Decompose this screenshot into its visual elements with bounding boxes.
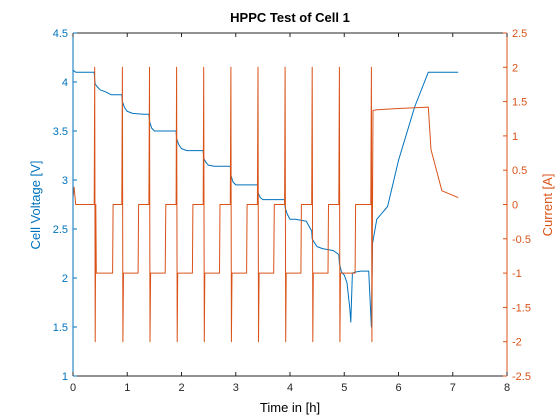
y-left-tick-label: 1.5 xyxy=(53,322,68,334)
y-right-axis-label: Current [A] xyxy=(540,174,555,237)
y-right-tick-label: 1 xyxy=(512,131,518,143)
y-right-tick-label: 2 xyxy=(512,62,518,74)
current-series-line xyxy=(72,66,459,343)
x-tick-label: 0 xyxy=(70,382,76,394)
y-left-tick-label: 4 xyxy=(62,77,68,89)
x-tick-label: 3 xyxy=(233,382,239,394)
x-axis-label: Time in [h] xyxy=(260,400,320,415)
y-left-tick-label: 3 xyxy=(62,175,68,187)
y-left-axis-label: Cell Voltage [V] xyxy=(28,161,43,250)
y-left-tick-label: 2.5 xyxy=(53,224,68,236)
y-left-tick-label: 4.5 xyxy=(53,28,68,40)
y-right-tick-label: -2.5 xyxy=(512,371,531,383)
x-tick-label: 4 xyxy=(287,382,293,394)
y-right-tick-label: -1.5 xyxy=(512,302,531,314)
y-right-tick-label: -0.5 xyxy=(512,234,531,246)
y-left-tick-label: 2 xyxy=(62,273,68,285)
x-tick-label: 1 xyxy=(124,382,130,394)
x-tick-label: 8 xyxy=(504,382,510,394)
y-left-tick-label: 1 xyxy=(62,371,68,383)
chart-title: HPPC Test of Cell 1 xyxy=(230,10,350,25)
y-right-tick-label: 1.5 xyxy=(512,97,527,109)
y-right-tick-label: -1 xyxy=(512,268,522,280)
x-tick-label: 7 xyxy=(450,382,456,394)
x-tick-label: 6 xyxy=(395,382,401,394)
plot-area: 0 1 2 3 4 5 6 7 811.522.533.544.5-2.5-2-1.5-1-0.… xyxy=(53,28,531,394)
y-left-tick-label: 3.5 xyxy=(53,126,68,138)
x-tick-label: 2 xyxy=(178,382,184,394)
y-right-tick-label: 0.5 xyxy=(512,165,527,177)
y-right-tick-label: 2.5 xyxy=(512,28,527,40)
y-right-tick-label: -2 xyxy=(512,337,522,349)
x-tick-label: 5 xyxy=(341,382,347,394)
y-right-tick-label: 0 xyxy=(512,200,518,212)
